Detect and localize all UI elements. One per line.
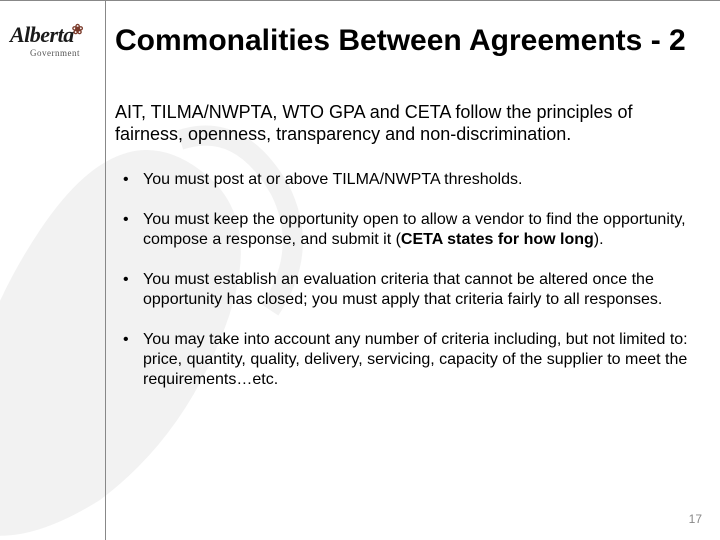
vertical-rule [105,0,106,540]
bullet-post: ). [594,231,604,248]
bullet-text: You may take into account any number of … [143,331,688,388]
bullet-text: You must establish an evaluation criteri… [143,271,662,308]
intro-paragraph: AIT, TILMA/NWPTA, WTO GPA and CETA follo… [115,101,695,146]
logo: Alberta❀ Government [10,24,100,58]
sidebar: Alberta❀ Government [0,0,105,540]
list-item: You must post at or above TILMA/NWPTA th… [115,170,695,190]
logo-brand-text: Alberta [10,22,74,47]
list-item: You must establish an evaluation criteri… [115,270,695,310]
bullet-list: You must post at or above TILMA/NWPTA th… [115,170,695,390]
logo-brand: Alberta❀ [10,24,100,46]
page-number: 17 [689,512,702,526]
top-rule [0,0,720,1]
list-item: You must keep the opportunity open to al… [115,210,695,250]
list-item: You may take into account any number of … [115,330,695,390]
bullet-text: You must post at or above TILMA/NWPTA th… [143,171,522,188]
logo-subtext: Government [10,48,100,58]
bullet-bold: CETA states for how long [401,231,594,248]
logo-flourish-icon: ❀ [72,24,83,38]
slide-title: Commonalities Between Agreements - 2 [115,24,695,59]
slide-content: Commonalities Between Agreements - 2 AIT… [115,24,695,410]
